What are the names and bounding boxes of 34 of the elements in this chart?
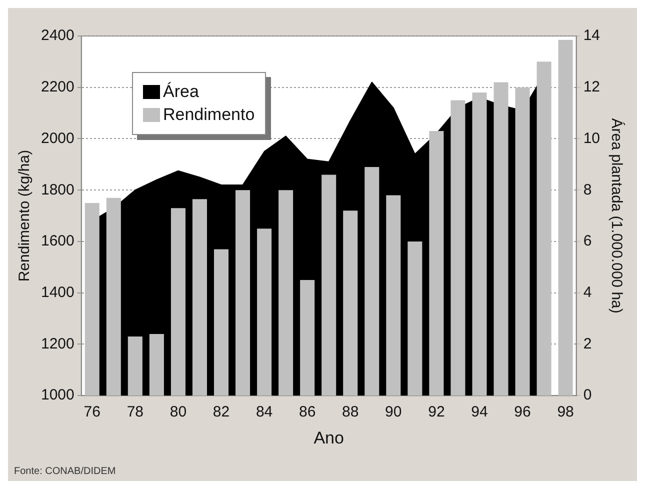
y2-tick-label: 8 <box>583 181 592 198</box>
x-tick-label: 86 <box>298 404 316 421</box>
y-axis-title: Rendimento (kg/ha) <box>16 150 34 282</box>
x-tick-label: 76 <box>84 404 100 421</box>
y-tick-label: 1000 <box>40 386 74 404</box>
y-tick-label: 2000 <box>40 130 74 147</box>
y2-tick-label: 4 <box>583 284 592 301</box>
y2-tick-label: 2 <box>583 335 592 352</box>
y2-axis-title: Área plantada (1.000.000 ha) <box>608 118 626 314</box>
y2-tick-label: 6 <box>583 232 592 250</box>
x-tick-label: 82 <box>212 404 230 421</box>
x-axis-title: Ano <box>314 428 344 448</box>
y2-tick-label: 12 <box>583 78 600 96</box>
x-tick-label: 90 <box>385 404 402 421</box>
legend-label: Área <box>163 82 199 102</box>
y2-tick-label: 14 <box>583 27 600 44</box>
x-tick-label: 92 <box>428 404 445 421</box>
y-tick-label: 2200 <box>40 78 74 96</box>
y-tick-label: 1600 <box>40 232 74 250</box>
y2-tick-label: 0 <box>583 386 592 404</box>
source-note: Fonte: CONAB/DIDEM <box>14 466 116 477</box>
x-tick-label: 88 <box>342 404 359 421</box>
y-tick-label: 1800 <box>40 181 74 198</box>
legend-label: Rendimento <box>163 105 255 125</box>
y-tick-label: 1200 <box>40 335 74 352</box>
y2-tick-label: 10 <box>583 130 600 147</box>
x-tick-label: 96 <box>514 404 531 421</box>
y-tick-label: 2400 <box>40 27 74 44</box>
x-tick-label: 94 <box>471 404 488 421</box>
x-tick-label: 98 <box>557 404 574 421</box>
x-tick-label: 80 <box>170 404 187 421</box>
x-tick-label: 78 <box>126 404 144 421</box>
y-tick-label: 1400 <box>40 284 74 301</box>
x-tick-label: 84 <box>256 404 273 421</box>
